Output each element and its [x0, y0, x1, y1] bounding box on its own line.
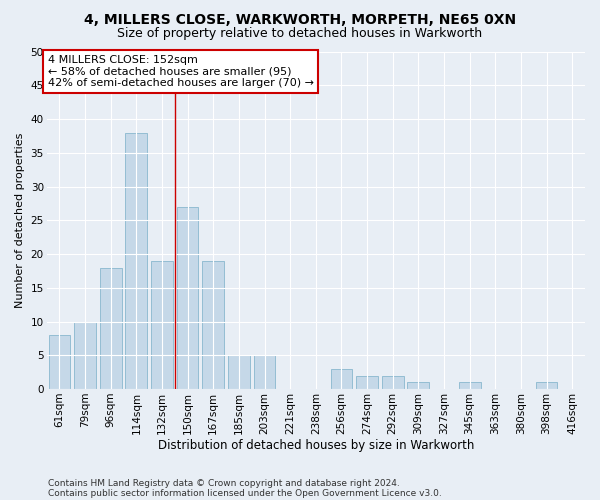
Bar	[536, 382, 557, 389]
Bar	[125, 132, 147, 389]
Bar	[74, 322, 96, 389]
Bar	[202, 261, 224, 389]
Text: Contains HM Land Registry data © Crown copyright and database right 2024.: Contains HM Land Registry data © Crown c…	[48, 478, 400, 488]
Bar	[356, 376, 378, 389]
Bar	[382, 376, 404, 389]
Text: 4, MILLERS CLOSE, WARKWORTH, MORPETH, NE65 0XN: 4, MILLERS CLOSE, WARKWORTH, MORPETH, NE…	[84, 12, 516, 26]
Bar	[177, 207, 199, 389]
Bar	[331, 369, 352, 389]
Bar	[49, 335, 70, 389]
X-axis label: Distribution of detached houses by size in Warkworth: Distribution of detached houses by size …	[158, 440, 474, 452]
Bar	[100, 268, 122, 389]
Bar	[459, 382, 481, 389]
Text: Contains public sector information licensed under the Open Government Licence v3: Contains public sector information licen…	[48, 488, 442, 498]
Bar	[407, 382, 429, 389]
Text: 4 MILLERS CLOSE: 152sqm
← 58% of detached houses are smaller (95)
42% of semi-de: 4 MILLERS CLOSE: 152sqm ← 58% of detache…	[48, 55, 314, 88]
Bar	[254, 356, 275, 389]
Y-axis label: Number of detached properties: Number of detached properties	[15, 132, 25, 308]
Bar	[228, 356, 250, 389]
Text: Size of property relative to detached houses in Warkworth: Size of property relative to detached ho…	[118, 28, 482, 40]
Bar	[151, 261, 173, 389]
